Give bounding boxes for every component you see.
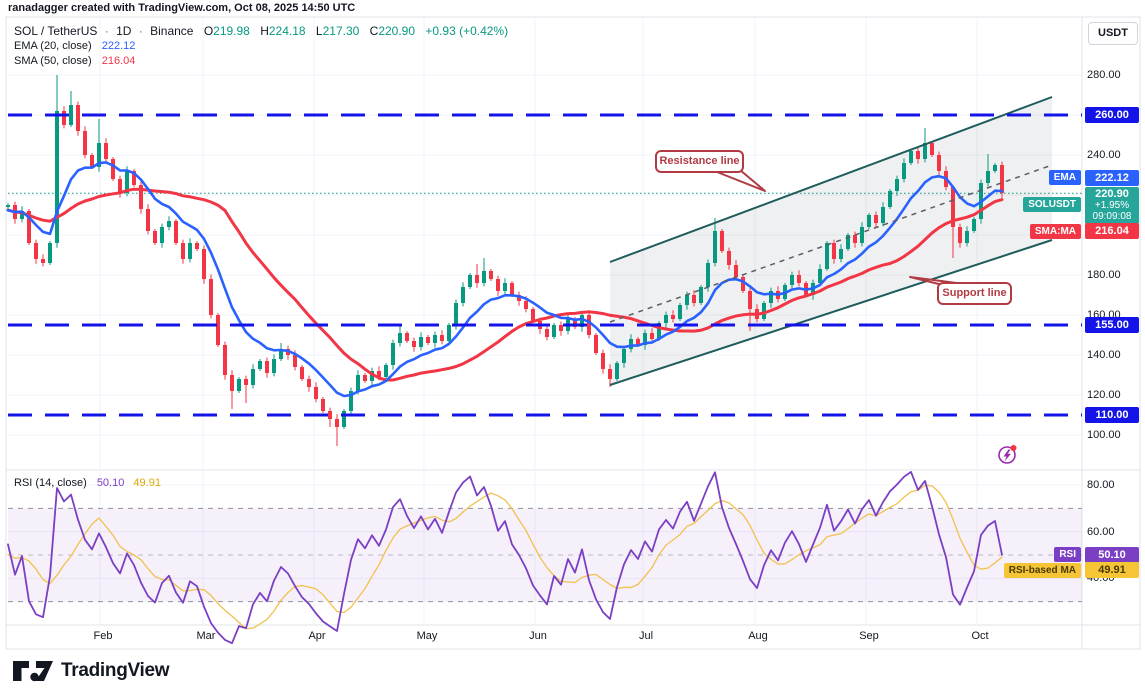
rsi-tick-80: 80.00 xyxy=(1087,479,1115,491)
separator: · xyxy=(138,24,143,38)
price-tick-180: 180.00 xyxy=(1087,269,1121,281)
axis-tag-rsi-ma-value-badge: RSI-based MA xyxy=(1003,562,1081,578)
month-label-Oct: Oct xyxy=(971,630,989,642)
sma-legend-row[interactable]: SMA (50, close) 216.04 xyxy=(14,54,508,69)
month-label-Jul: Jul xyxy=(638,630,654,642)
low-label: L xyxy=(315,24,323,38)
currency-toggle-button[interactable]: USDT xyxy=(1088,22,1138,45)
price-tick-100: 100.00 xyxy=(1087,429,1121,441)
month-label-Feb: Feb xyxy=(93,630,113,642)
support-line xyxy=(609,239,1053,386)
low-value: 217.30 xyxy=(322,24,360,38)
level-260-badge: 260.00 xyxy=(1085,107,1139,123)
month-label-Mar: Mar xyxy=(196,630,216,642)
rsi-line xyxy=(7,471,1003,645)
rsi-value: 50.10 xyxy=(96,477,125,489)
rsi-ma-line xyxy=(7,484,1003,630)
axis-tag-last-price-badge: SOLUSDT xyxy=(1023,197,1081,212)
high-label: H xyxy=(260,24,269,38)
chart-frame xyxy=(5,16,1141,650)
axis-tag-rsi-value-badge: RSI xyxy=(1054,547,1081,563)
tradingview-logo-icon xyxy=(13,661,53,682)
support-callout-shape-box xyxy=(937,282,1012,305)
close-value: 220.90 xyxy=(378,24,416,38)
level-155-badge: 155.00 xyxy=(1085,317,1139,333)
sma-value-badge: 216.04 xyxy=(1085,223,1139,239)
symbol-title[interactable]: SOL / TetherUS xyxy=(14,24,98,38)
sma-label: SMA (50, close) xyxy=(14,55,92,67)
open-value: 219.98 xyxy=(213,24,250,38)
lightning-bolt-glyph xyxy=(1003,449,1011,462)
interval-label[interactable]: 1D xyxy=(116,24,132,38)
rsi-label: RSI (14, close) xyxy=(14,477,87,489)
price-tick-140: 140.00 xyxy=(1087,349,1121,361)
ema-value: 222.12 xyxy=(101,40,136,52)
ema-value-badge: 222.12 xyxy=(1085,169,1139,186)
open-label: O xyxy=(203,24,214,38)
last-price-badge: 220.90 +1.95% 09:09:08 xyxy=(1085,186,1139,224)
rsi-ma-value-badge: 49.91 xyxy=(1085,562,1139,578)
ema-legend-row[interactable]: EMA (20, close) 222.12 xyxy=(14,39,508,54)
resistance-callout[interactable]: Resistance line xyxy=(659,155,740,167)
sma-value: 216.04 xyxy=(101,55,136,67)
level-110-badge: 110.00 xyxy=(1085,407,1139,423)
price-tick-280: 280.00 xyxy=(1087,69,1121,81)
price-tick-240: 240.00 xyxy=(1087,149,1121,161)
month-label-Aug: Aug xyxy=(748,630,768,642)
tradingview-logo[interactable]: TradingView xyxy=(12,656,170,686)
rsi-ma-value: 49.91 xyxy=(133,477,161,489)
channel-fill xyxy=(610,97,1052,385)
ema-20-line xyxy=(6,161,1004,398)
close-label: C xyxy=(369,24,379,38)
month-label-Jun: Jun xyxy=(529,630,547,642)
rsi-value-badge: 50.10 xyxy=(1085,546,1139,563)
high-value: 224.18 xyxy=(268,24,306,38)
ema-label: EMA (20, close) xyxy=(14,40,92,52)
tradingview-logo-text: TradingView xyxy=(61,660,170,681)
sma-50-line xyxy=(6,187,1004,382)
exchange-label: Binance xyxy=(150,24,194,38)
month-label-Apr: Apr xyxy=(308,630,326,642)
symbol-row: SOL / TetherUS · 1D · Binance O219.98 H2… xyxy=(14,24,508,39)
axis-tag-sma-value-badge: SMA:MA xyxy=(1029,223,1081,239)
month-label-Sep: Sep xyxy=(859,630,879,642)
resistance-line xyxy=(609,96,1053,263)
change-value: +0.93 (+0.42%) xyxy=(425,24,509,38)
separator: · xyxy=(104,24,109,38)
rsi-band xyxy=(8,508,1082,602)
attribution-text: ranadagger created with TradingView.com,… xyxy=(8,2,356,14)
last-price-badge-line: 09:09:08 xyxy=(1092,210,1132,222)
last-price-badge-line: 220.90 xyxy=(1095,187,1129,200)
support-callout[interactable]: Support line xyxy=(942,287,1007,299)
resistance-callout-shape-box xyxy=(655,150,744,173)
last-price-badge-line: +1.95% xyxy=(1094,199,1130,211)
channel-midline xyxy=(609,164,1053,323)
alert-dot xyxy=(1010,445,1017,451)
rsi-tick-60: 60.00 xyxy=(1087,525,1115,538)
rsi-legend-row[interactable]: RSI (14, close) 50.10 49.91 xyxy=(14,477,161,489)
month-label-May: May xyxy=(416,630,438,642)
chart-legend: SOL / TetherUS · 1D · Binance O219.98 H2… xyxy=(14,24,508,69)
price-tick-120: 120.00 xyxy=(1087,389,1121,401)
axis-tag-ema-value-badge: EMA xyxy=(1048,170,1081,185)
resistance-callout-shape-tail xyxy=(711,169,766,192)
